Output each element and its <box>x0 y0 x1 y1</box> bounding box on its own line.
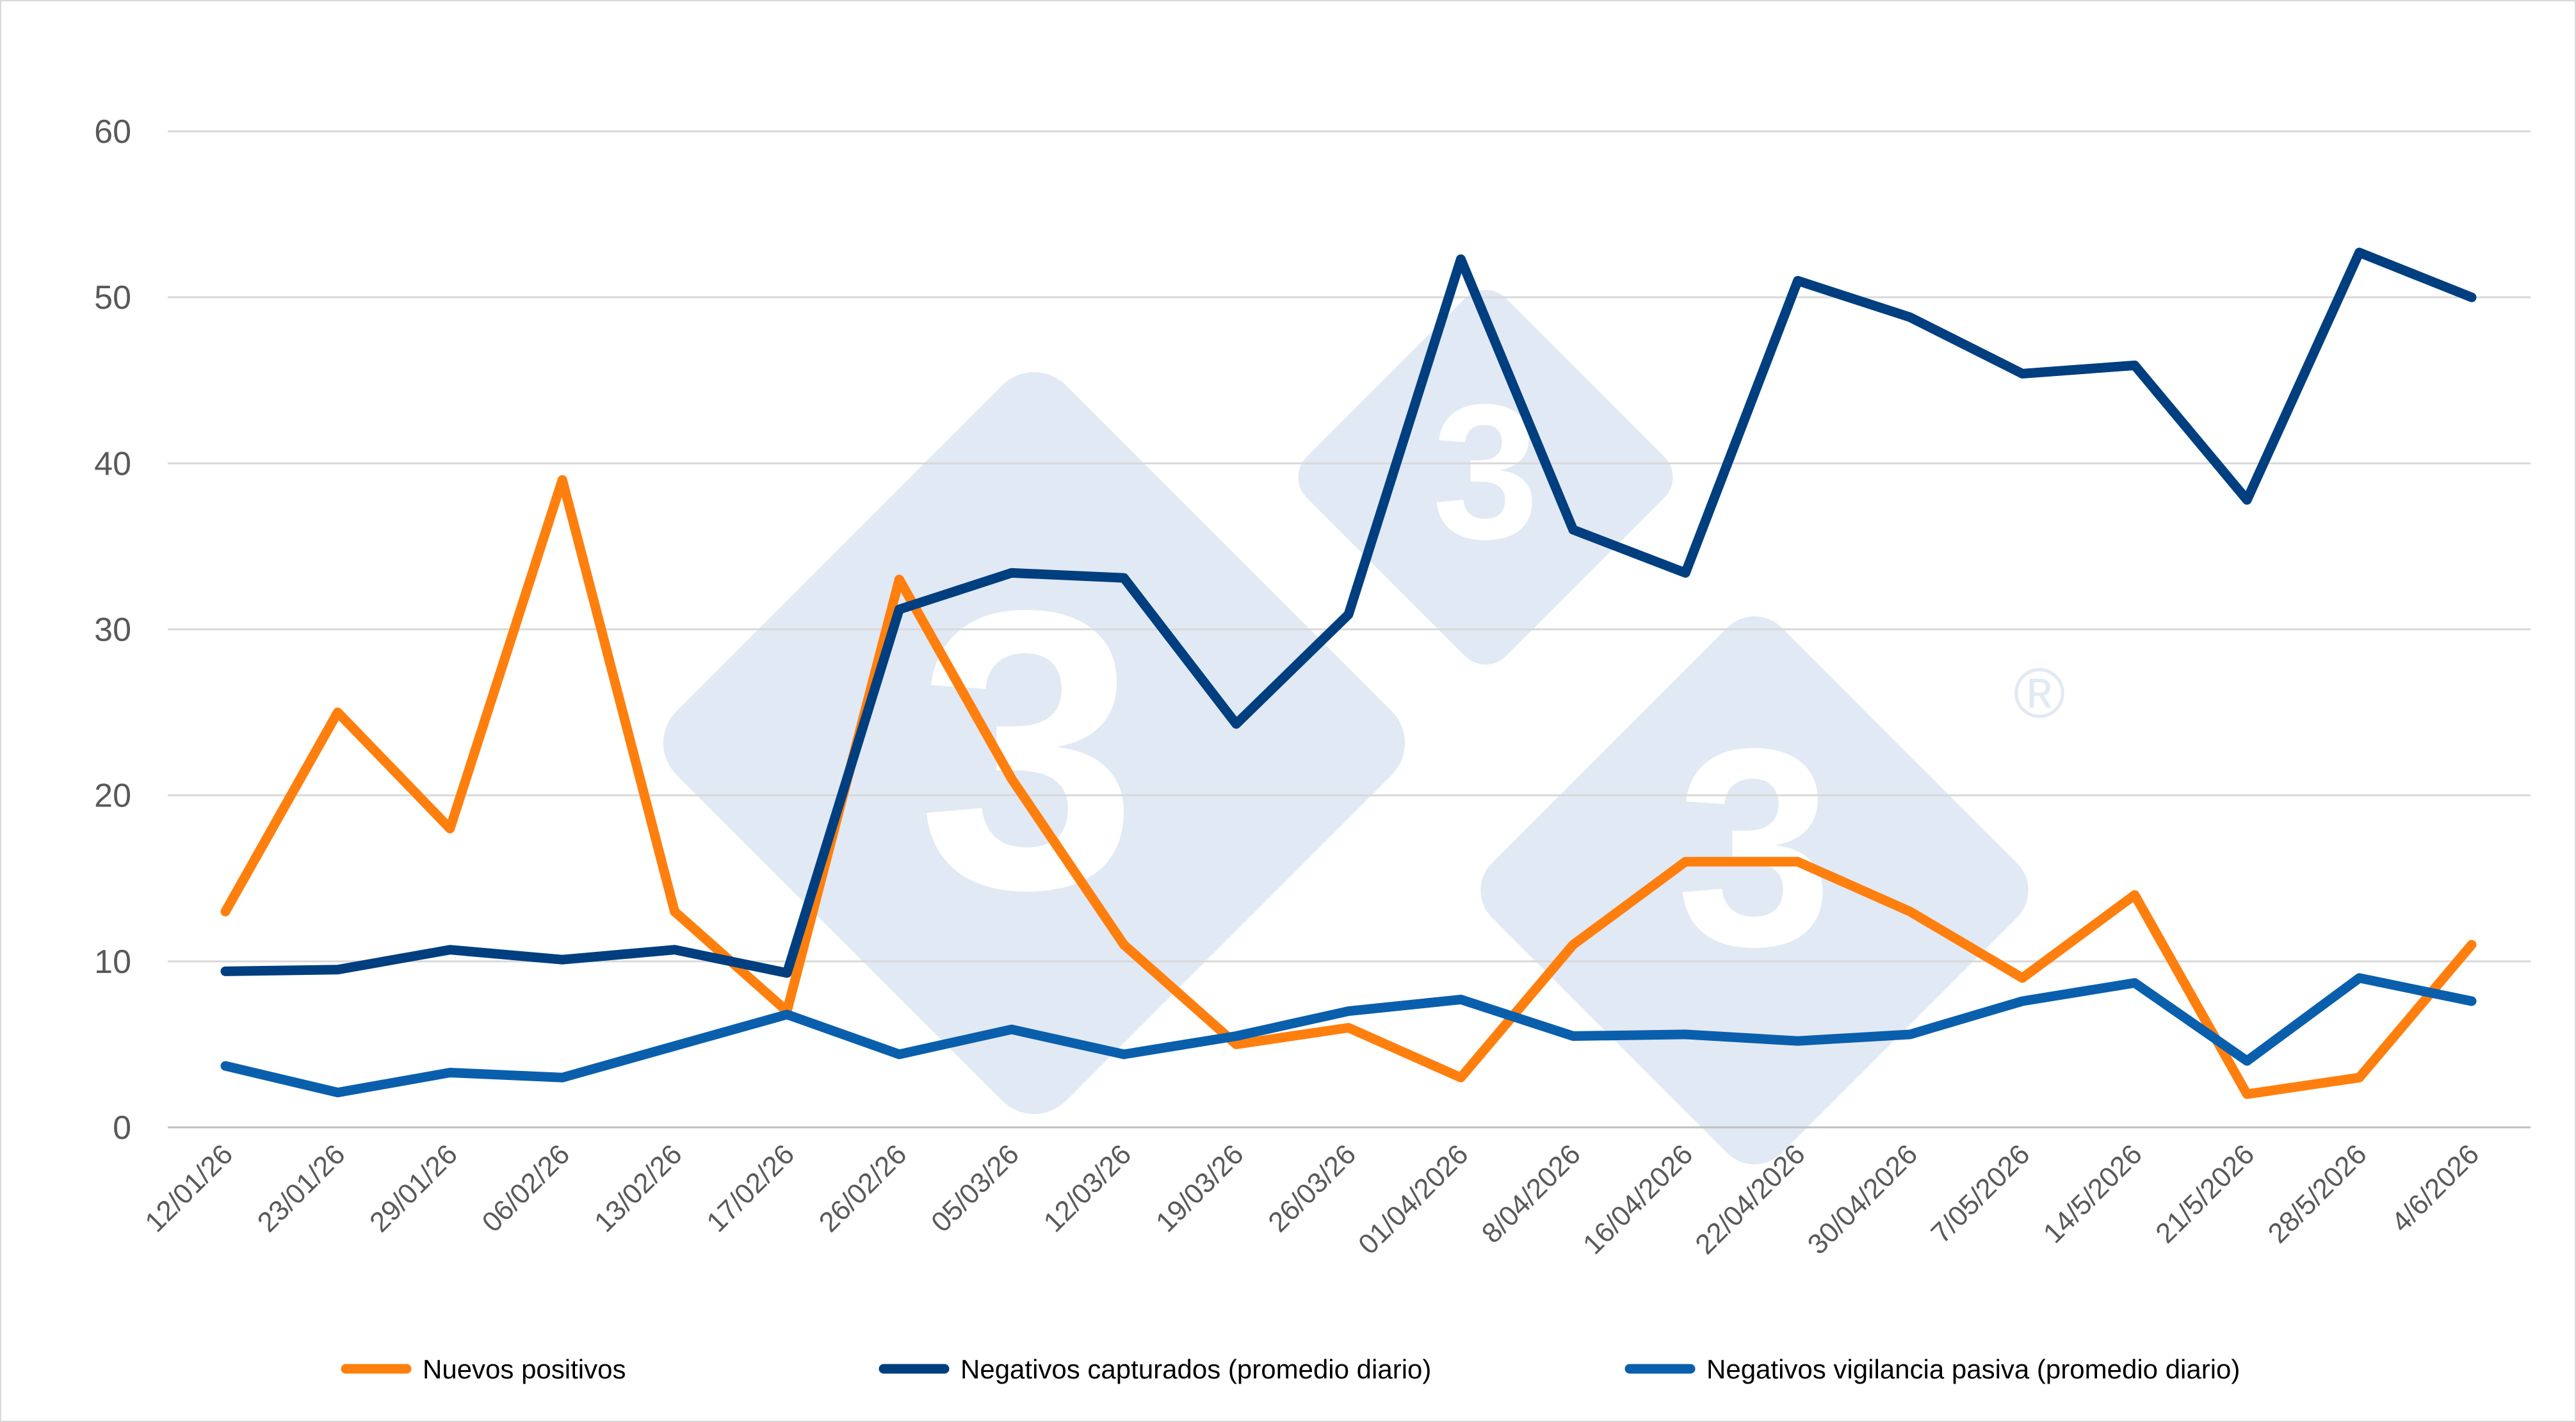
y-tick-label: 10 <box>94 944 131 981</box>
legend-label-1: Nuevos positivos <box>423 1354 626 1384</box>
x-tick-label: 06/02/26 <box>476 1138 576 1238</box>
x-tick-label: 17/02/26 <box>701 1138 800 1238</box>
series-line-3 <box>220 973 2477 1098</box>
watermark-glyph-small: 3 <box>1432 364 1539 579</box>
watermark-diamond-small <box>1298 290 1673 665</box>
y-tick-label: 40 <box>94 445 131 482</box>
x-tick-label: 19/03/26 <box>1150 1138 1250 1238</box>
watermark-diamond-medium <box>1480 616 2029 1165</box>
x-tick-label: 23/01/26 <box>252 1138 352 1238</box>
watermark-glyph-large: 3 <box>918 528 1138 972</box>
y-tick-label: 0 <box>113 1109 131 1147</box>
x-tick-label: 01/04/2026 <box>1352 1138 1474 1260</box>
watermark-diamond-large <box>663 372 1405 1115</box>
watermark-logo: 3 3 3 ® <box>663 290 2066 1165</box>
x-tick-label: 14/5/2026 <box>2037 1138 2148 1249</box>
registered-mark: ® <box>2013 654 2065 733</box>
x-tick-label: 26/03/26 <box>1262 1138 1362 1238</box>
x-tick-label: 12/03/26 <box>1038 1138 1138 1238</box>
x-tick-label: 12/01/26 <box>139 1138 239 1238</box>
legend-label-2: Negativos capturados (promedio diario) <box>960 1354 1431 1384</box>
x-tick-label: 26/02/26 <box>813 1138 913 1238</box>
series-lines <box>220 247 2477 1099</box>
x-tick-label: 8/04/2026 <box>1476 1138 1587 1249</box>
y-axis: 0 10 20 30 40 50 60 <box>94 113 131 1147</box>
y-tick-label: 60 <box>94 113 131 151</box>
legend: Nuevos positivos Negativos capturados (pr… <box>341 1354 2240 1384</box>
x-tick-label: 05/03/26 <box>925 1138 1025 1238</box>
x-tick-label: 4/6/2026 <box>2385 1138 2485 1238</box>
y-tick-label: 50 <box>94 279 131 316</box>
y-tick-label: 30 <box>94 612 131 649</box>
gridlines <box>168 130 2531 1129</box>
series-line-2 <box>220 247 2477 978</box>
x-tick-label: 29/01/26 <box>364 1138 464 1238</box>
y-tick-label: 20 <box>94 778 131 815</box>
x-tick-label: 30/04/2026 <box>1802 1138 1924 1260</box>
x-axis: 12/01/26 23/01/26 29/01/26 06/02/26 13/02/26… <box>139 1138 2485 1260</box>
x-tick-label: 16/04/2026 <box>1577 1138 1699 1260</box>
x-tick-label: 28/5/2026 <box>2262 1138 2373 1249</box>
legend-label-3: Negativos vigilancia pasiva (promedio di… <box>1706 1354 2240 1384</box>
x-tick-label: 21/5/2026 <box>2150 1138 2260 1249</box>
watermark-glyph-medium: 3 <box>1676 691 1833 1005</box>
x-tick-label: 7/05/2026 <box>1925 1138 2036 1249</box>
series-line-1 <box>220 475 2477 1099</box>
x-tick-label: 13/02/26 <box>588 1138 688 1238</box>
